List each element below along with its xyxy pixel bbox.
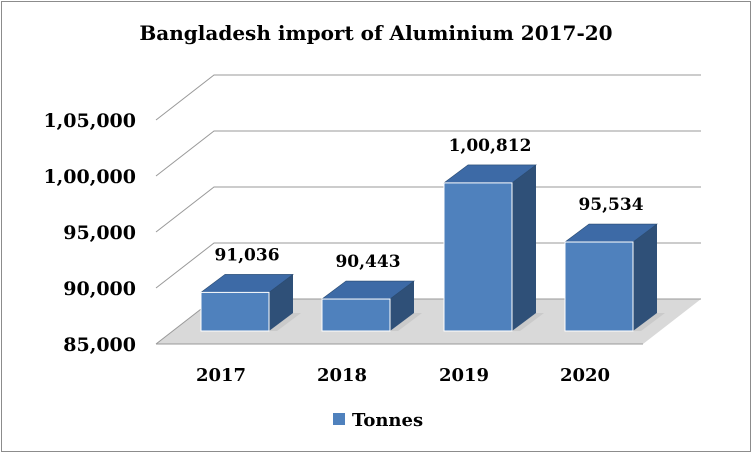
- x-category-label: 2019: [439, 365, 489, 386]
- bar-2017: [200, 274, 301, 332]
- data-label: 91,036: [214, 245, 279, 265]
- bar-side: [633, 224, 657, 331]
- x-category-label: 2020: [560, 365, 610, 386]
- y-tick-label: 85,000: [63, 334, 136, 356]
- y-tick-label: 1,05,000: [43, 110, 136, 132]
- bar-front: [321, 298, 391, 332]
- chart-title: Bangladesh import of Aluminium 2017-20: [139, 21, 612, 45]
- bar-side: [269, 274, 293, 331]
- gridline: [155, 242, 701, 289]
- bar-front: [564, 241, 634, 332]
- x-category-label: 2018: [317, 365, 367, 386]
- y-axis-tick-labels: 85,000 90,000 95,000 1,00,000 1,05,000: [43, 110, 136, 356]
- bar-side: [512, 164, 536, 331]
- legend: Tonnes: [333, 410, 423, 431]
- legend-label-tonnes: Tonnes: [352, 410, 423, 431]
- data-label: 95,534: [578, 195, 643, 215]
- bar-2019: [443, 164, 544, 332]
- bars-layer: 91,036 90,443 1,00,812 95,534: [200, 136, 665, 332]
- gridline: [155, 74, 701, 121]
- bar-front: [200, 291, 270, 332]
- x-category-label: 2017: [196, 365, 246, 386]
- x-axis-category-labels: 2017 2018 2019 2020: [196, 365, 610, 386]
- y-tick-label: 95,000: [63, 222, 136, 244]
- legend-swatch-tonnes: [333, 413, 345, 425]
- bar-2018: [321, 280, 422, 332]
- y-tick-label: 1,00,000: [43, 166, 136, 188]
- data-label: 1,00,812: [449, 136, 532, 156]
- data-label: 90,443: [335, 252, 400, 272]
- y-tick-label: 90,000: [63, 278, 136, 300]
- bar-side: [390, 281, 414, 331]
- bar-front: [443, 182, 513, 332]
- gridline: [155, 130, 701, 177]
- bar-2020: [564, 223, 665, 332]
- gridline: [155, 186, 701, 233]
